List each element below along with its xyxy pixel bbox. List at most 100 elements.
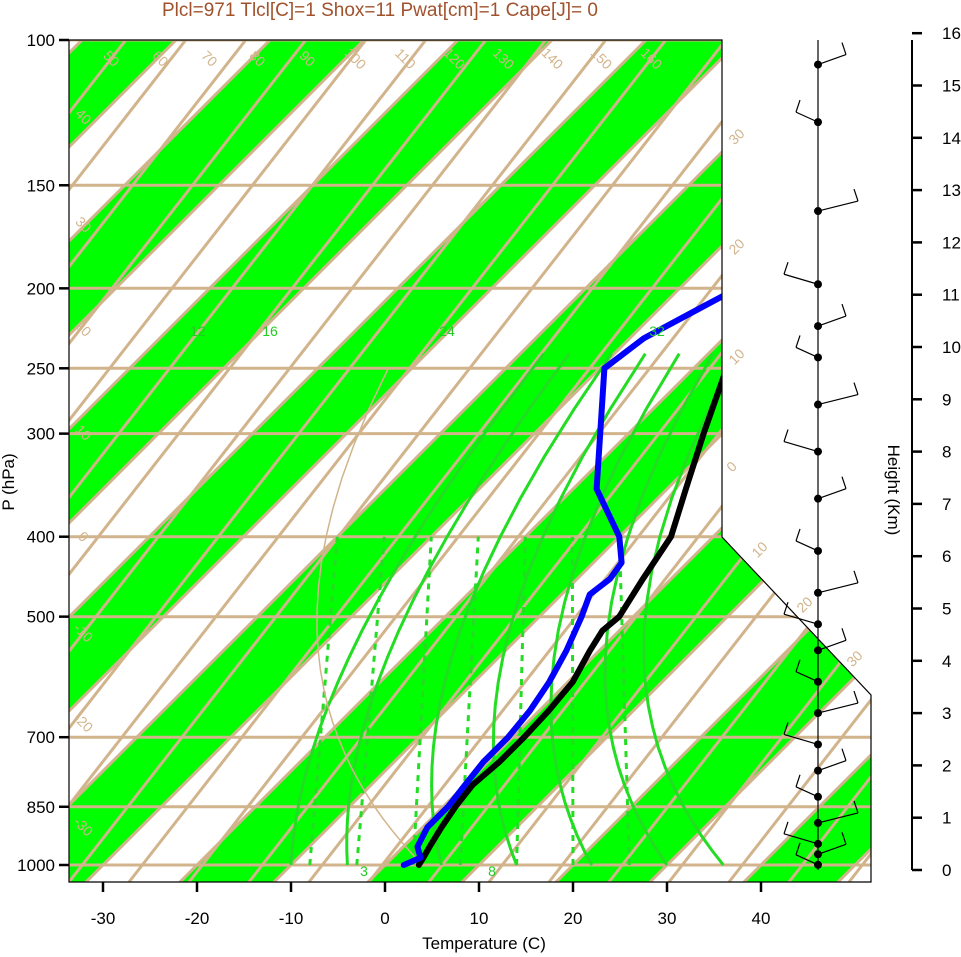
- wind-barb: [817, 393, 859, 406]
- saturated-adiabat-line: [642, 353, 740, 866]
- wind-barb: [817, 760, 847, 772]
- wind-barb-flag: [783, 602, 789, 615]
- x-axis-title: Temperature (C): [422, 934, 546, 953]
- wind-barb: [795, 111, 819, 123]
- height-tick-label: 0: [942, 861, 951, 880]
- p-tick-label: 700: [27, 728, 55, 747]
- isotherm-right-label: 30: [843, 647, 865, 669]
- isotherm-line: [69, 40, 384, 882]
- dry-adiabat-line: [69, 40, 427, 882]
- x-tick-label: 20: [564, 909, 583, 928]
- wind-barb: [817, 200, 859, 212]
- dashed-line-label: 3: [360, 863, 368, 879]
- p-tick-label: 1000: [17, 856, 55, 875]
- height-tick-label: 16: [942, 24, 961, 43]
- wind-barb: [817, 315, 847, 327]
- p-tick-label: 850: [27, 798, 55, 817]
- dry-adiabat-line: [69, 40, 307, 882]
- wind-barb: [783, 833, 819, 845]
- wind-barb: [783, 441, 819, 453]
- saturated-adiabat-line: [345, 352, 571, 866]
- height-tick-label: 2: [942, 756, 951, 775]
- height-tick-label: 10: [942, 338, 961, 357]
- wind-barb-flag: [853, 188, 859, 202]
- wind-barb-flag: [841, 42, 847, 55]
- isotherm-top-label: 150: [588, 45, 616, 73]
- isotherm-line: [457, 40, 871, 882]
- height-tick-label: 11: [942, 286, 960, 305]
- wind-barb: [795, 671, 819, 683]
- isotherm-line: [69, 40, 572, 882]
- wind-barb-flag: [853, 382, 859, 395]
- p-tick-label: 400: [27, 528, 55, 547]
- chart-title: Plcl=971 Tlcl[C]=1 Shox=11 Pwat[cm]=1 Ca…: [162, 0, 598, 21]
- isotherm-right-label: 10: [725, 345, 747, 367]
- height-tick-label: 15: [942, 77, 961, 96]
- isotherm-line: [69, 40, 290, 882]
- wind-barb-flag: [853, 800, 859, 814]
- saturated-adiabat-line: [603, 352, 715, 866]
- isotherm-lines: [69, 40, 961, 882]
- wind-barb-flag: [795, 842, 801, 855]
- isotherm-right-label: 10: [748, 538, 770, 560]
- isotherm-top-label: 110: [392, 45, 419, 72]
- wind-barb-flag: [783, 429, 789, 442]
- dry-adiabat-line: [547, 40, 871, 882]
- isotherm-line: [69, 40, 760, 882]
- temperature-band: [69, 40, 871, 882]
- wind-barb: [817, 488, 847, 500]
- parcel-lines: [316, 367, 424, 866]
- wind-barb-flag: [841, 303, 847, 317]
- p-tick-label: 150: [27, 176, 55, 195]
- p-tick-label: 500: [27, 608, 55, 627]
- temperature-band: [552, 40, 871, 882]
- isotherm-line: [69, 40, 666, 882]
- height-tick-label: 8: [942, 443, 951, 462]
- mixing-ratio-label: 16: [262, 323, 278, 339]
- pressure-axis: 100 150 200 250 300 400 500 700 850 1000: [17, 31, 69, 875]
- isotherm-left-label: -20: [71, 710, 97, 736]
- height-tick-label: 1: [942, 809, 951, 828]
- wind-barb-flag: [841, 628, 847, 641]
- y-axis-title: P (hPa): [0, 453, 18, 510]
- dry-adiabat-line: [909, 40, 961, 882]
- wind-barb: [817, 812, 859, 824]
- wind-barb-flag: [795, 659, 801, 672]
- isotherm-line: [69, 40, 478, 882]
- dry-adiabat-line: [69, 40, 367, 882]
- dry-adiabat-line: [69, 40, 547, 882]
- isotherm-right-label: 0: [723, 458, 740, 475]
- mixing-ratio-lines: [289, 352, 740, 866]
- dry-adiabat-line: [607, 40, 871, 882]
- saturated-adiabat-line: [289, 352, 545, 866]
- p-tick-label: 300: [27, 425, 55, 444]
- wind-barb: [783, 273, 819, 285]
- x-tick-label: 40: [752, 909, 771, 928]
- x-tick-label: 0: [380, 909, 389, 928]
- dry-adiabat-line: [787, 40, 871, 882]
- wind-barb-flag: [841, 476, 847, 489]
- dry-adiabat-line: [69, 40, 187, 882]
- dry-adiabat-line: [69, 40, 607, 882]
- isotherm-line: [645, 40, 871, 882]
- temperature-band: [69, 40, 383, 882]
- wind-barb-flag: [795, 528, 801, 542]
- isotherm-right-label: 20: [725, 235, 747, 257]
- wind-barb: [817, 54, 847, 66]
- mixing-ratio-label: 24: [439, 323, 455, 339]
- mixing-ratio-label: 12: [190, 323, 206, 339]
- height-tick-label: 6: [942, 547, 951, 566]
- x-tick-label: 10: [470, 909, 489, 928]
- height-tick-label: 3: [942, 704, 951, 723]
- dry-adiabat-line: [69, 40, 487, 882]
- wind-barb-flag: [841, 832, 847, 845]
- p-tick-label: 250: [27, 359, 55, 378]
- p-tick-label: 200: [27, 279, 55, 298]
- wind-barb-flag: [783, 722, 789, 735]
- isotherm-top-label: 70: [198, 47, 220, 69]
- x-axis: -30 -20 -10 0 10 20 30 40: [91, 882, 771, 928]
- isotherm-line: [69, 40, 854, 882]
- wind-barb-flag: [795, 335, 801, 348]
- wind-barb-flag: [783, 262, 789, 275]
